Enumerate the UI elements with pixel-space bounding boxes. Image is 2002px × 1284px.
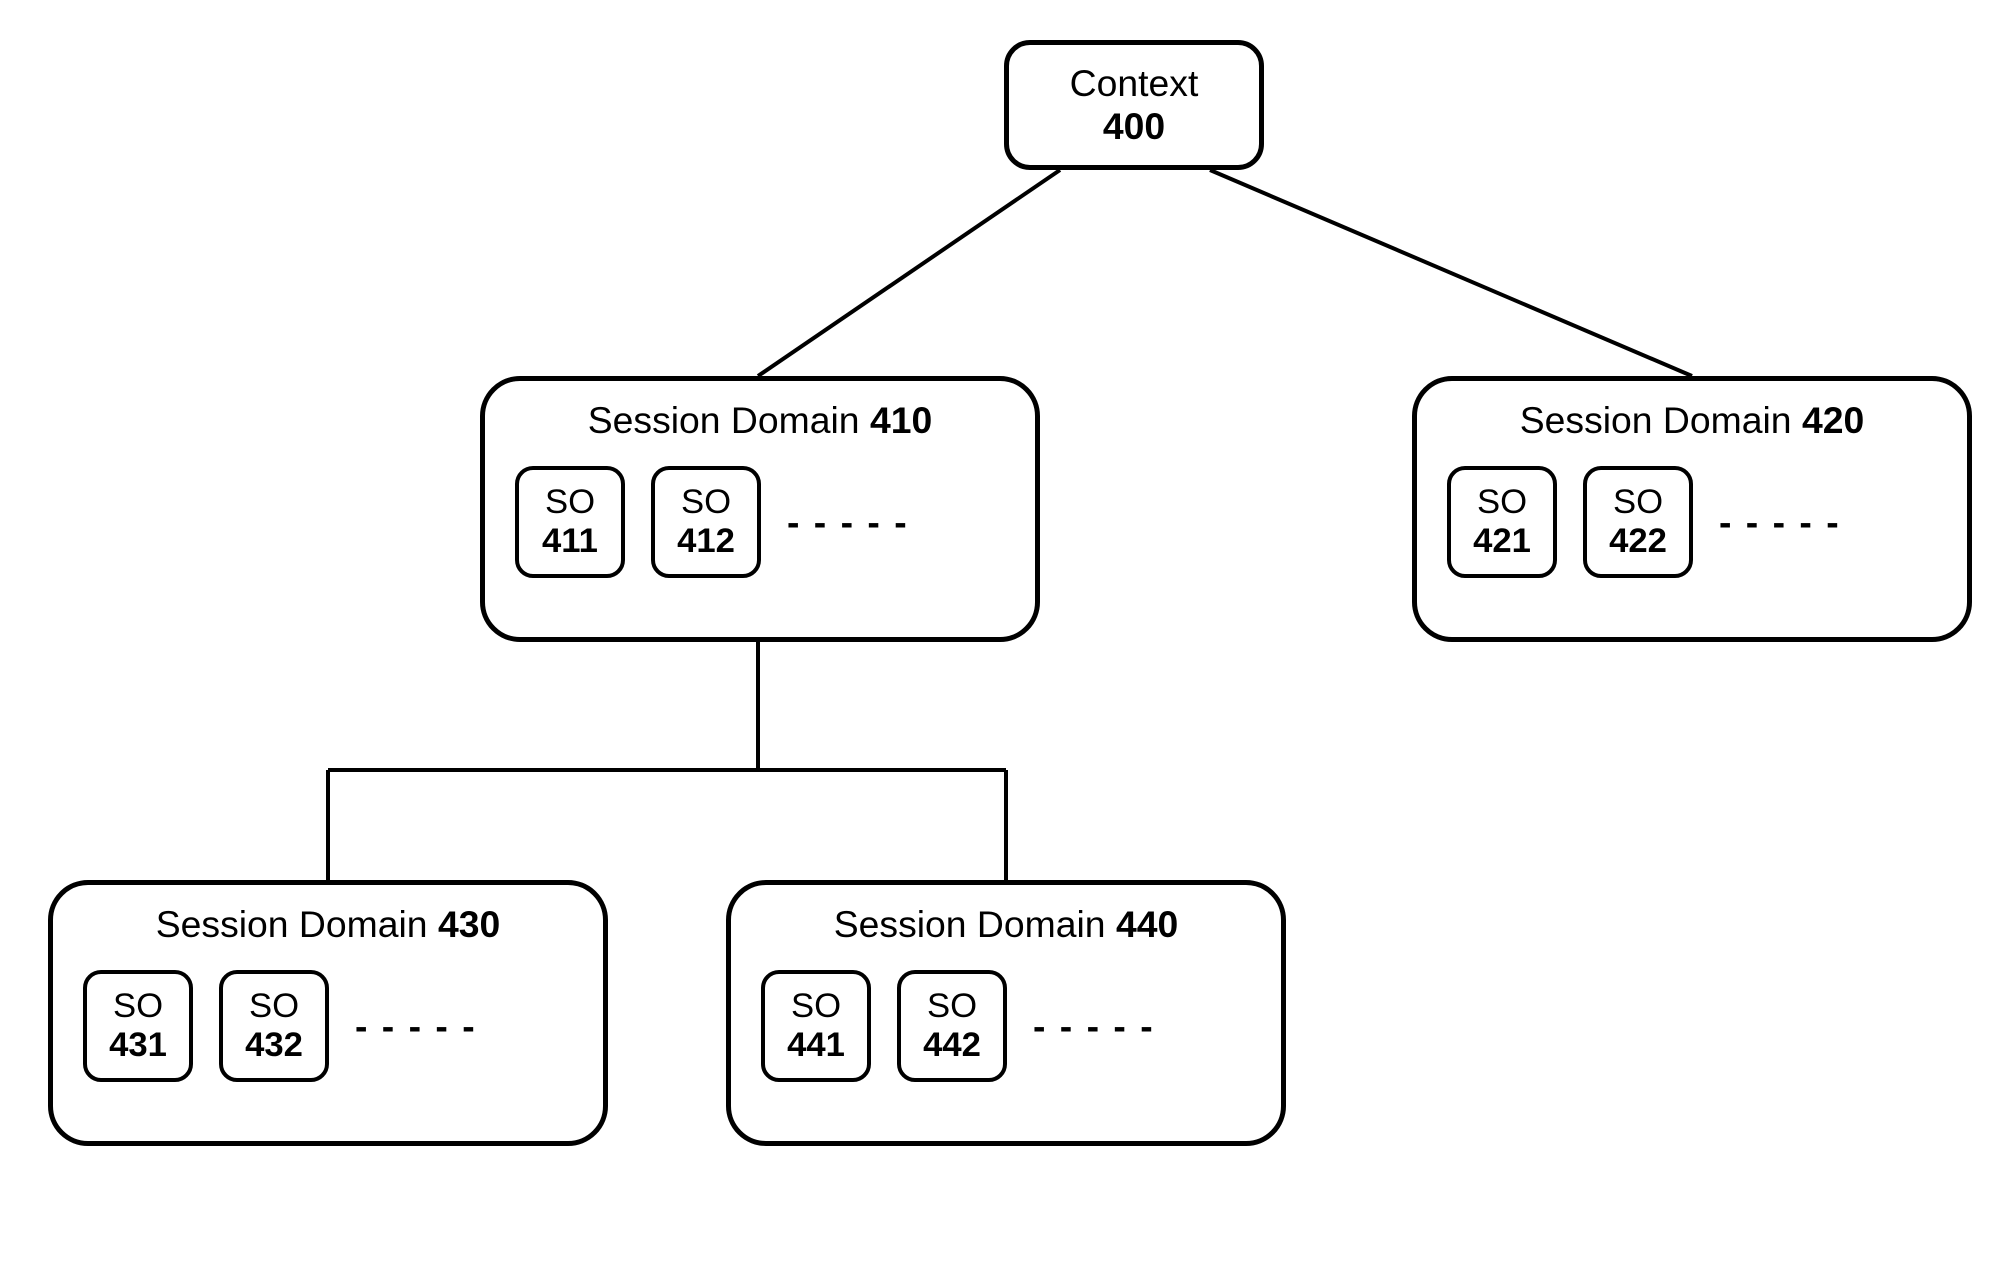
diagram-canvas: Context 400 Session Domain 410 SO 411 SO…: [0, 0, 2002, 1284]
so-number: 432: [245, 1026, 303, 1065]
so-label: SO: [113, 987, 163, 1026]
so-label: SO: [249, 987, 299, 1026]
so-box: SO 442: [897, 970, 1007, 1082]
so-label: SO: [1613, 483, 1663, 522]
domain-title: Session Domain 440: [731, 903, 1281, 946]
so-number: 411: [542, 522, 598, 561]
so-box: SO 422: [1583, 466, 1693, 578]
so-label: SO: [681, 483, 731, 522]
context-label: Context: [1070, 62, 1199, 105]
so-row: SO 421 SO 422 - - - - -: [1417, 466, 1967, 578]
so-row: SO 431 SO 432 - - - - -: [53, 970, 603, 1082]
context-node: Context 400: [1004, 40, 1264, 170]
so-number: 412: [677, 522, 735, 561]
so-number: 442: [923, 1026, 981, 1065]
session-domain-420: Session Domain 420 SO 421 SO 422 - - - -…: [1412, 376, 1972, 642]
domain-label: Session Domain: [834, 903, 1106, 945]
domain-title: Session Domain 430: [53, 903, 603, 946]
domain-label: Session Domain: [1520, 399, 1792, 441]
so-number: 421: [1473, 522, 1531, 561]
so-number: 441: [787, 1026, 845, 1065]
session-domain-410: Session Domain 410 SO 411 SO 412 - - - -…: [480, 376, 1040, 642]
domain-label: Session Domain: [156, 903, 428, 945]
so-box: SO 411: [515, 466, 625, 578]
ellipsis-dashes: - - - - -: [355, 1005, 477, 1048]
so-box: SO 441: [761, 970, 871, 1082]
so-row: SO 441 SO 442 - - - - -: [731, 970, 1281, 1082]
session-domain-440: Session Domain 440 SO 441 SO 442 - - - -…: [726, 880, 1286, 1146]
so-row: SO 411 SO 412 - - - - -: [485, 466, 1035, 578]
domain-number: 440: [1116, 903, 1178, 945]
domain-title: Session Domain 410: [485, 399, 1035, 442]
so-number: 422: [1609, 522, 1667, 561]
ellipsis-dashes: - - - - -: [787, 501, 909, 544]
ellipsis-dashes: - - - - -: [1719, 501, 1841, 544]
so-box: SO 412: [651, 466, 761, 578]
so-label: SO: [791, 987, 841, 1026]
so-label: SO: [927, 987, 977, 1026]
so-box: SO 431: [83, 970, 193, 1082]
domain-title: Session Domain 420: [1417, 399, 1967, 442]
domain-number: 420: [1802, 399, 1864, 441]
context-number: 400: [1103, 105, 1165, 148]
so-box: SO 421: [1447, 466, 1557, 578]
ellipsis-dashes: - - - - -: [1033, 1005, 1155, 1048]
so-number: 431: [109, 1026, 167, 1065]
session-domain-430: Session Domain 430 SO 431 SO 432 - - - -…: [48, 880, 608, 1146]
domain-number: 410: [870, 399, 932, 441]
so-box: SO 432: [219, 970, 329, 1082]
so-label: SO: [545, 483, 595, 522]
domain-label: Session Domain: [588, 399, 860, 441]
domain-number: 430: [438, 903, 500, 945]
so-label: SO: [1477, 483, 1527, 522]
